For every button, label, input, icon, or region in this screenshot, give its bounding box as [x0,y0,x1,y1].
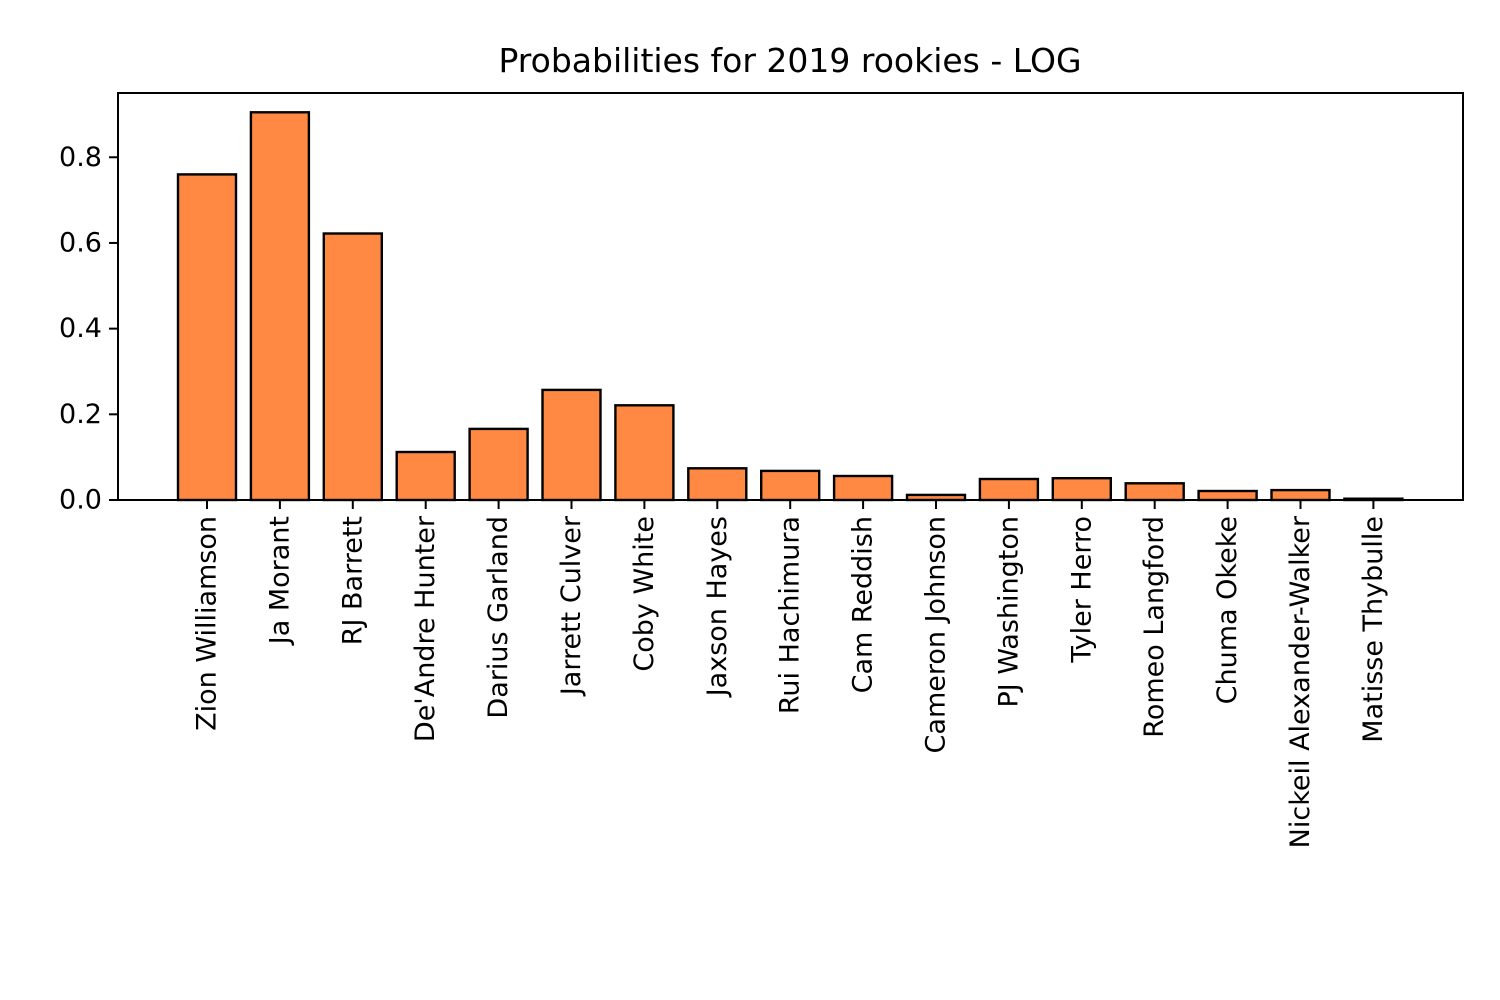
y-tick-label: 0.8 [59,142,102,173]
bars-group [176,111,1404,502]
x-tick-label: Coby White [629,516,660,672]
bar [614,404,675,502]
x-tick-label: Romeo Langford [1139,516,1170,738]
x-tick-label: PJ Washington [993,516,1024,708]
plot-frame [117,92,1464,501]
x-tick-label: RJ Barrett [337,516,368,645]
x-tick-label: Cam Reddish [848,516,879,693]
x-tick-label: Chuma Okeke [1212,516,1243,704]
bar [832,474,894,502]
x-tick-label: Tyler Herro [1066,516,1097,664]
y-tick-label: 0.4 [59,313,102,344]
bar [978,477,1040,502]
bar [176,173,238,502]
x-axis: Zion Williamson Ja Morant RJ Barrett De'And… [192,500,1389,848]
bar [322,232,383,502]
bar [1124,482,1185,502]
bar [541,388,602,502]
x-tick-label: Rui Hachimura [775,516,806,714]
x-tick-label: Zion Williamson [192,516,223,731]
bar [468,427,529,502]
x-tick-label: Nickeil Alexander-Walker [1285,515,1316,848]
x-tick-label: De'Andre Hunter [410,515,441,742]
x-tick-label: Ja Morant [264,516,295,646]
bar [1051,477,1113,502]
bar [249,111,311,502]
x-tick-label: Jarrett Culver [556,515,587,697]
y-tick-label: 0.0 [59,485,102,516]
x-tick-label: Darius Garland [483,516,514,719]
bar [1270,488,1331,502]
x-tick-label: Matisse Thybulle [1358,516,1389,743]
bar [1197,489,1258,502]
chart-title: Probabilities for 2019 rookies - LOG [498,41,1081,80]
x-tick-label: Jaxson Hayes [702,516,733,698]
bar [760,469,821,502]
bar [687,467,748,502]
y-tick-label: 0.6 [59,227,102,258]
y-tick-label: 0.2 [59,399,102,430]
bar [395,450,456,502]
y-axis: 0.0 0.2 0.4 0.6 0.8 [59,142,118,516]
x-tick-label: Cameron Johnson [921,516,952,753]
